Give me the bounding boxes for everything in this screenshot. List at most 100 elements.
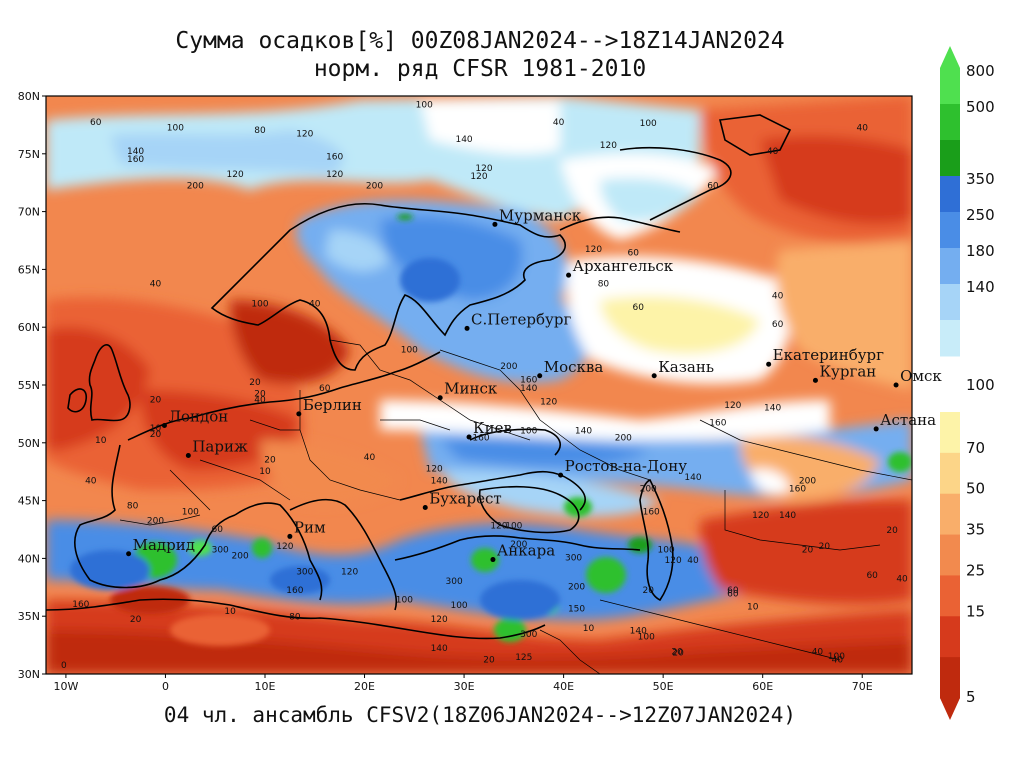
contour-label: 10: [747, 602, 759, 612]
contour-label: 100: [520, 427, 537, 437]
contour-label: 100: [396, 595, 413, 605]
contour-label: 10: [95, 436, 107, 446]
map-subtitle: норм. ряд CFSR 1981-2010: [313, 56, 647, 82]
contour-label: 140: [779, 511, 796, 521]
contour-label: 20: [802, 546, 814, 556]
city-label: Анкара: [497, 542, 555, 560]
lon-label: 10E: [255, 680, 276, 693]
city-marker: [490, 557, 496, 563]
contour-label: 20: [150, 395, 162, 405]
lat-label: 75N: [18, 148, 40, 161]
city-marker: [161, 422, 167, 428]
contour-label: 200: [568, 583, 585, 593]
ensemble-footer: 04 чл. ансамбль CFSV2(18Z06JAN2024-->12Z…: [163, 703, 797, 727]
city-label: Екатеринбург: [773, 346, 884, 364]
city-marker: [766, 361, 772, 367]
colorbar-arrow-top: [940, 46, 960, 68]
colorbar-label: 35: [966, 521, 985, 539]
lon-label: 10W: [53, 680, 78, 693]
colorbar-swatch: [940, 140, 960, 177]
contour-label: 200: [366, 181, 383, 191]
contour-label: 140: [630, 627, 647, 637]
lat-label: 55N: [18, 379, 40, 392]
contour-label: 120: [296, 129, 313, 139]
contour-label: 100: [416, 101, 433, 111]
contour-label: 40: [772, 291, 784, 301]
lon-label: 40E: [553, 680, 574, 693]
colorbar-label: 25: [966, 561, 985, 579]
contour-label: 140: [764, 403, 781, 413]
contour-label: 200: [147, 517, 164, 527]
contour-label: 200: [510, 540, 527, 550]
contour-label: 120: [227, 170, 244, 180]
contour-label: 120: [431, 615, 448, 625]
colorbar-swatch: [940, 248, 960, 285]
contour-label: 20: [150, 430, 162, 440]
colorbar-label: 50: [966, 480, 985, 498]
contour-label: 160: [326, 153, 343, 163]
contour-label: 160: [72, 600, 89, 610]
colorbar-arrow-bottom: [940, 698, 960, 720]
contour-label: 60: [319, 384, 331, 394]
contour-label: 300: [520, 630, 537, 640]
city-label: Лондон: [168, 407, 228, 425]
colorbar-swatch: [940, 320, 960, 357]
contour-label: 200: [799, 476, 816, 486]
contour-label: 160: [127, 155, 144, 165]
contour-label: 120: [470, 172, 487, 182]
contour-label: 40: [85, 476, 97, 486]
colorbar-label: 70: [966, 439, 985, 457]
contour-label: 200: [640, 484, 657, 494]
lat-label: 80N: [18, 90, 40, 103]
city-marker: [437, 395, 443, 401]
lat-label: 35N: [18, 610, 40, 623]
contour-label: 20: [483, 655, 495, 665]
contour-label: 60: [628, 249, 640, 259]
contour-label: 120: [540, 398, 557, 408]
colorbar-swatch: [940, 452, 960, 495]
contour-label: 40: [832, 655, 844, 665]
contour-label: 150: [568, 605, 585, 615]
lat-label: 30N: [18, 668, 40, 681]
axes: 80N 75N 70N 65N 60N 55N 50N 45N 40N 35N 30N 10W 0 10E…: [18, 90, 873, 693]
contour-label: 60: [211, 525, 223, 535]
contour-label: 60: [772, 320, 784, 330]
city-label: Ростов-на-Дону: [565, 457, 688, 475]
colorbar-swatch: [940, 68, 960, 105]
contour-label: 120: [426, 465, 443, 475]
lon-label: 20E: [354, 680, 375, 693]
city-label: Минск: [444, 380, 498, 398]
contour-label: 100: [401, 346, 418, 356]
contour-label: 100: [167, 124, 184, 134]
contour-label: 10: [150, 424, 162, 434]
contour-label: 140: [431, 644, 448, 654]
colorbar-swatch: [940, 575, 960, 617]
contour-label: 10: [259, 467, 271, 477]
city-label: Париж: [192, 438, 248, 456]
colorbar-swatch: [940, 657, 960, 699]
colorbar-swatch: [940, 616, 960, 658]
colorbar-swatch: [940, 493, 960, 536]
colorbar-label: 180: [966, 242, 995, 260]
lon-label: 60E: [752, 680, 773, 693]
contour-label: 300: [446, 577, 463, 587]
contour-label: 100: [182, 507, 199, 517]
colorbar-label: 500: [966, 98, 995, 116]
colorbar-label: 250: [966, 206, 995, 224]
contour-label: 20: [264, 455, 276, 465]
lat-label: 50N: [18, 437, 40, 450]
contour-label: 140: [520, 384, 537, 394]
city-marker: [492, 221, 498, 227]
contour-label: 20: [672, 649, 684, 659]
colorbar-swatch: [940, 176, 960, 213]
contour-label: 120: [341, 568, 358, 578]
colorbar-swatch: [940, 412, 960, 454]
city-label: Мадрид: [133, 536, 195, 554]
contour-label: 120: [276, 542, 293, 552]
city-label: Киев: [473, 419, 512, 437]
contour-label: 40: [150, 280, 162, 290]
contour-label: 125: [515, 653, 532, 663]
lat-label: 70N: [18, 206, 40, 219]
city-marker: [185, 453, 191, 459]
colorbar-swatch: [940, 534, 960, 576]
